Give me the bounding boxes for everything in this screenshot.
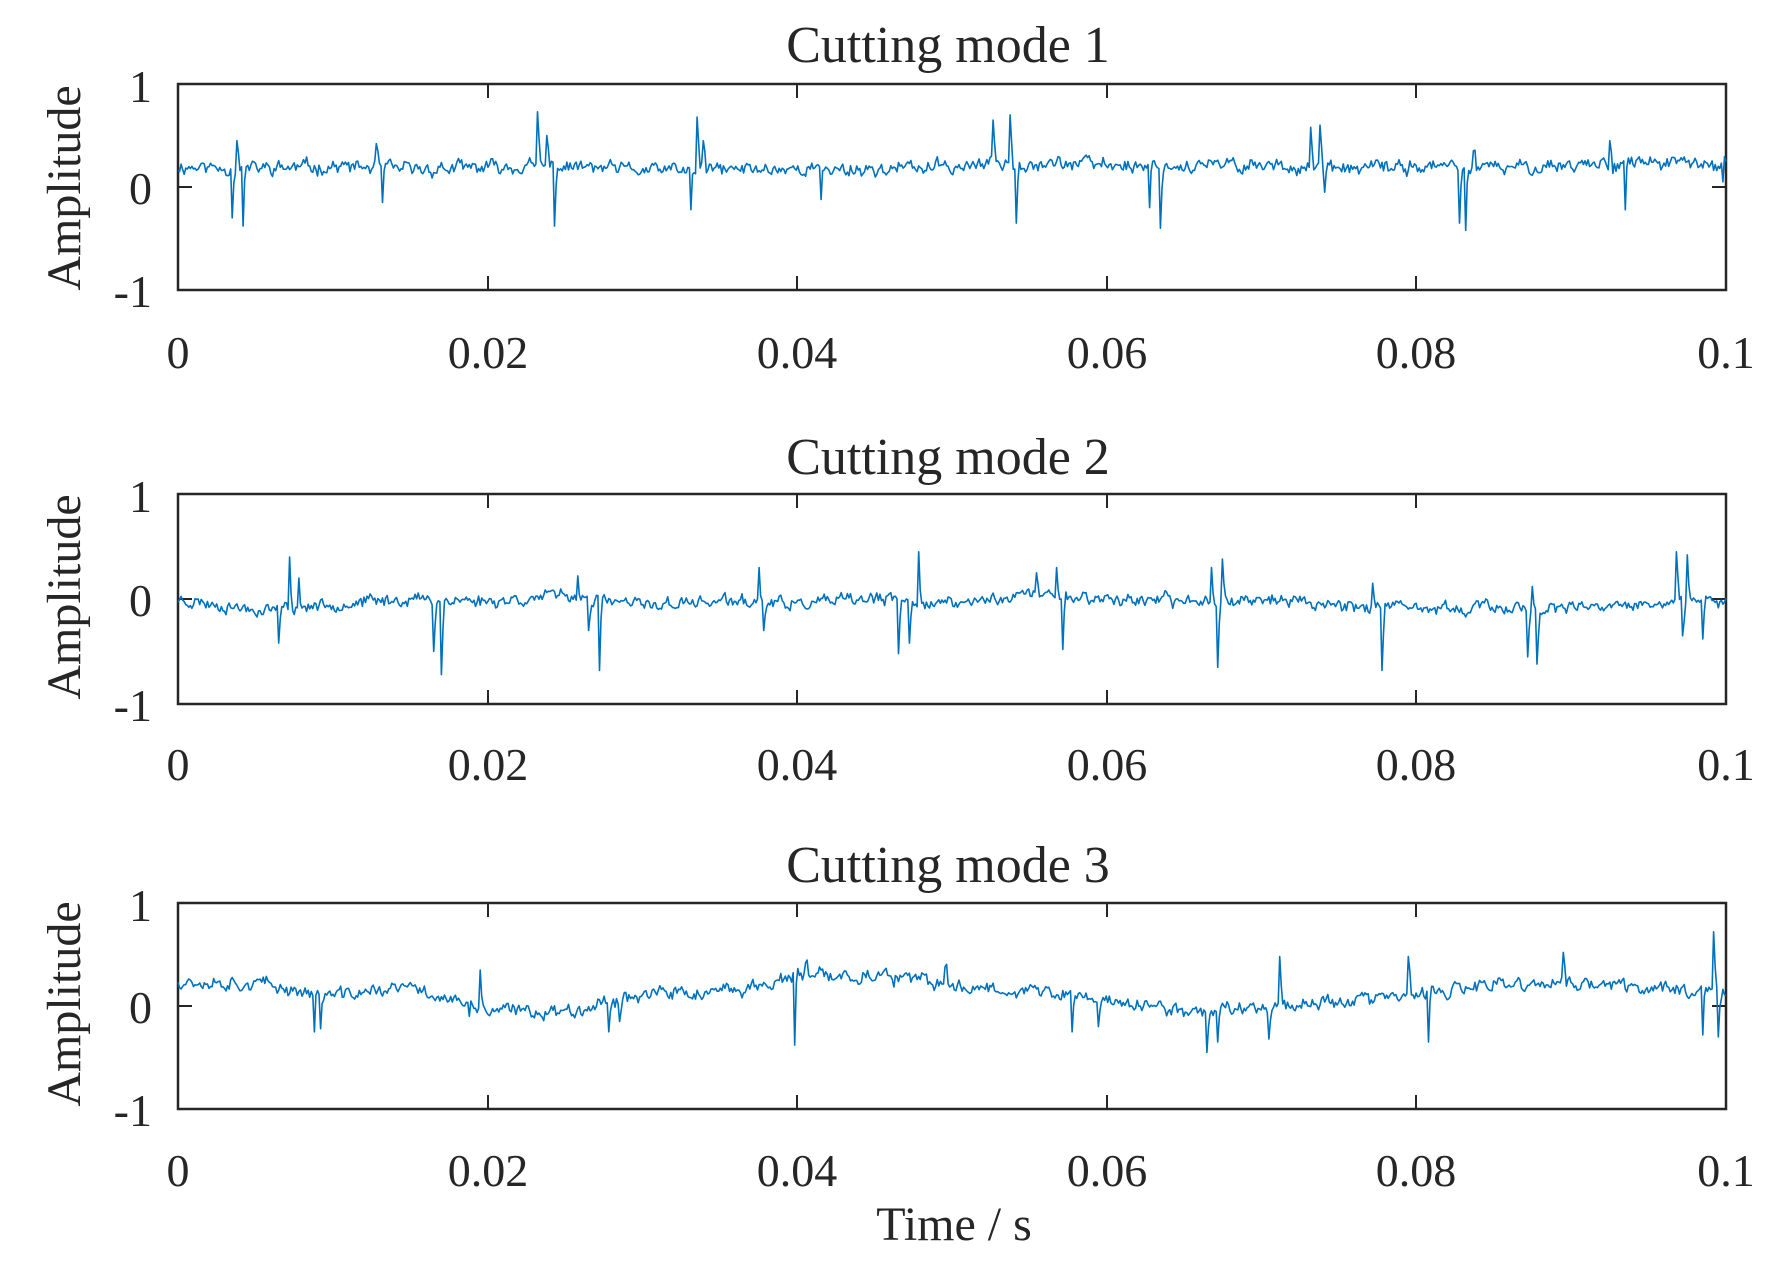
x-tick-label: 0.02 xyxy=(448,327,529,378)
y-tick-label: 1 xyxy=(129,880,152,931)
y-tick-label: -1 xyxy=(114,1085,152,1136)
y-tick-label: 0 xyxy=(129,982,152,1033)
plot-area-frame xyxy=(176,901,1728,1111)
x-tick-label: 0.06 xyxy=(1067,327,1148,378)
y-axis-label: Amplitude xyxy=(38,494,91,699)
y-tick-label: 0 xyxy=(129,575,152,626)
y-axis-ticks: 1 0 -1 xyxy=(114,880,1726,1136)
x-tick-label: 0 xyxy=(167,1145,190,1196)
x-tick-label: 0.04 xyxy=(757,1145,838,1196)
y-tick-label: 1 xyxy=(129,471,152,522)
signal-line-mode-1 xyxy=(177,111,1727,232)
y-tick-label: -1 xyxy=(114,266,152,317)
signal-line-mode-3 xyxy=(177,930,1727,1054)
y-axis-label: Amplitude xyxy=(38,901,91,1106)
subplot-cutting-mode-1: Cutting mode 1 Amplitude 0 0.02 0.04 0.0… xyxy=(38,17,1755,378)
x-tick-label: 0.1 xyxy=(1697,327,1755,378)
subplot-cutting-mode-3: Cutting mode 3 Amplitude 0 0.02 0.04 0.0… xyxy=(38,837,1755,1251)
x-tick-label: 0 xyxy=(167,739,190,790)
subplot-cutting-mode-2: Cutting mode 2 Amplitude 0 0.02 0.04 0.0… xyxy=(38,429,1755,790)
x-tick-label: 0.08 xyxy=(1376,327,1457,378)
x-tick-label: 0.02 xyxy=(448,739,529,790)
y-axis-ticks: 1 0 -1 xyxy=(114,61,1726,317)
x-axis-ticks: 0 0.02 0.04 0.06 0.08 0.1 xyxy=(167,494,1755,790)
plot-area-frame xyxy=(176,82,1728,292)
x-axis-label: Time / s xyxy=(876,1198,1032,1251)
x-tick-label: 0.02 xyxy=(448,1145,529,1196)
x-tick-label: 0.04 xyxy=(757,739,838,790)
x-tick-label: 0.1 xyxy=(1697,1145,1755,1196)
y-tick-label: 1 xyxy=(129,61,152,112)
x-tick-label: 0.04 xyxy=(757,327,838,378)
x-axis-ticks: 0 0.02 0.04 0.06 0.08 0.1 xyxy=(167,903,1755,1196)
x-tick-label: 0 xyxy=(167,327,190,378)
y-axis-label: Amplitude xyxy=(38,85,91,290)
chart-title: Cutting mode 2 xyxy=(786,429,1110,486)
x-tick-label: 0.1 xyxy=(1697,739,1755,790)
y-tick-label: 0 xyxy=(129,163,152,214)
chart-title: Cutting mode 3 xyxy=(786,837,1110,894)
x-axis-ticks: 0 0.02 0.04 0.06 0.08 0.1 xyxy=(167,84,1755,378)
y-axis-ticks: 1 0 -1 xyxy=(114,471,1726,731)
x-tick-label: 0.08 xyxy=(1376,739,1457,790)
chart-title: Cutting mode 1 xyxy=(786,17,1110,74)
x-tick-label: 0.06 xyxy=(1067,1145,1148,1196)
x-tick-label: 0.08 xyxy=(1376,1145,1457,1196)
signal-line-mode-2 xyxy=(177,550,1727,676)
y-tick-label: -1 xyxy=(114,680,152,731)
x-tick-label: 0.06 xyxy=(1067,739,1148,790)
